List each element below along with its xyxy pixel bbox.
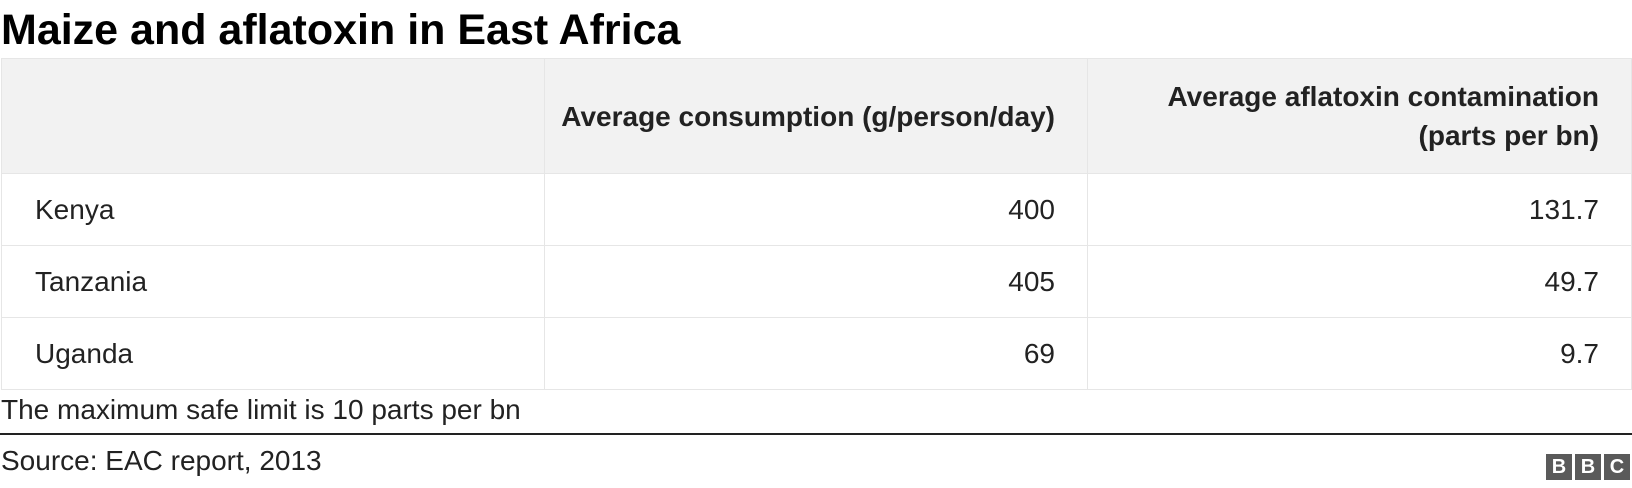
page-title: Maize and aflatoxin in East Africa <box>1 6 681 54</box>
table-row: Kenya 400 131.7 <box>1 173 1632 246</box>
divider <box>0 433 1632 435</box>
cell-contamination: 131.7 <box>1087 173 1632 246</box>
cell-consumption: 405 <box>544 245 1088 318</box>
cell-country: Kenya <box>1 173 545 246</box>
logo-letter: B <box>1575 454 1601 480</box>
header-consumption: Average consumption (g/person/day) <box>544 58 1088 174</box>
cell-contamination: 49.7 <box>1087 245 1632 318</box>
cell-contamination: 9.7 <box>1087 317 1632 390</box>
table-row: Uganda 69 9.7 <box>1 317 1632 390</box>
cell-country: Tanzania <box>1 245 545 318</box>
table-row: Tanzania 405 49.7 <box>1 245 1632 318</box>
footnote: The maximum safe limit is 10 parts per b… <box>1 394 521 425</box>
cell-consumption: 400 <box>544 173 1088 246</box>
table-header-row: Average consumption (g/person/day) Avera… <box>1 58 1632 174</box>
data-table: Average consumption (g/person/day) Avera… <box>1 58 1632 390</box>
source-text: Source: EAC report, 2013 <box>1 445 322 476</box>
header-country <box>1 58 545 174</box>
bbc-logo: B B C <box>1546 454 1630 480</box>
header-contamination: Average aflatoxin contamination (parts p… <box>1087 58 1632 174</box>
logo-letter: C <box>1604 454 1630 480</box>
logo-letter: B <box>1546 454 1572 480</box>
cell-consumption: 69 <box>544 317 1088 390</box>
cell-country: Uganda <box>1 317 545 390</box>
